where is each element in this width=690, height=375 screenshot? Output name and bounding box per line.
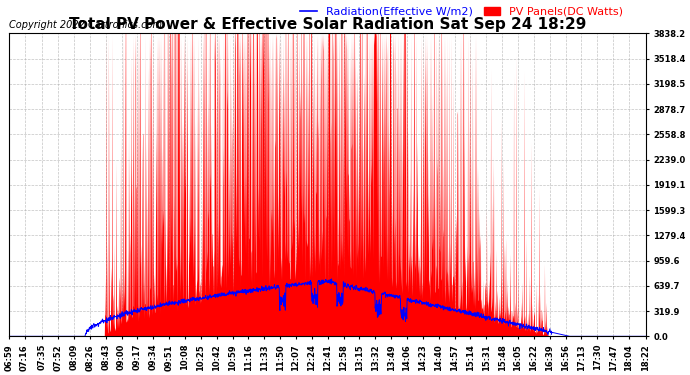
- Text: Copyright 2022 Cartronics.com: Copyright 2022 Cartronics.com: [9, 20, 161, 30]
- Title: Total PV Power & Effective Solar Radiation Sat Sep 24 18:29: Total PV Power & Effective Solar Radiati…: [68, 17, 586, 32]
- Legend: Radiation(Effective W/m2), PV Panels(DC Watts): Radiation(Effective W/m2), PV Panels(DC …: [295, 3, 627, 21]
